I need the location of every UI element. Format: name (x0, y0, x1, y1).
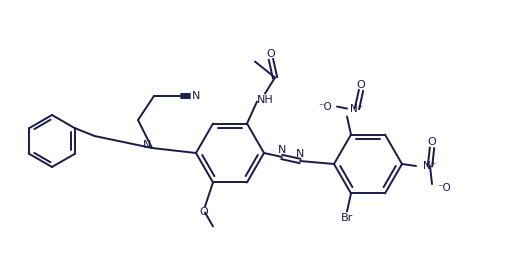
Text: O: O (199, 207, 208, 218)
Text: N: N (143, 140, 151, 150)
Text: Br: Br (341, 213, 353, 224)
Text: N⁺: N⁺ (351, 104, 363, 113)
Text: N: N (296, 149, 304, 159)
Text: O: O (428, 137, 436, 147)
Text: N: N (192, 91, 200, 101)
Text: N⁺: N⁺ (424, 161, 436, 171)
Text: O: O (267, 48, 276, 59)
Text: NH: NH (256, 95, 273, 105)
Text: N: N (278, 145, 286, 155)
Text: ⁻O: ⁻O (437, 183, 451, 193)
Text: O: O (357, 80, 365, 90)
Text: ⁻O: ⁻O (318, 102, 332, 112)
